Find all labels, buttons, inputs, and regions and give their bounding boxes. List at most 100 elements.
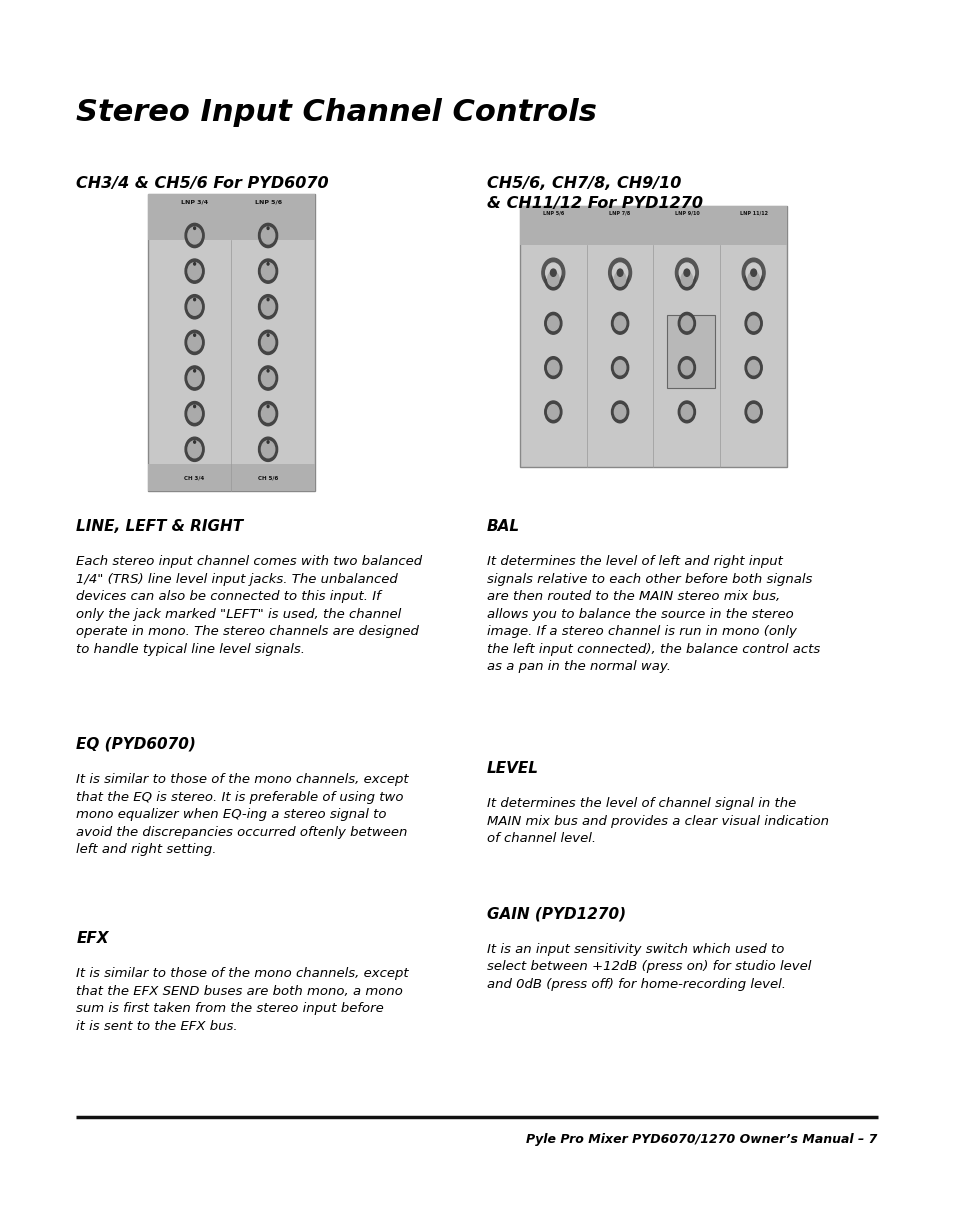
Circle shape xyxy=(744,313,761,335)
Text: LNP 3/4: LNP 3/4 xyxy=(181,200,208,205)
Circle shape xyxy=(193,441,195,444)
FancyBboxPatch shape xyxy=(519,206,786,245)
Text: LNP 11/12: LNP 11/12 xyxy=(739,211,767,216)
Circle shape xyxy=(188,405,201,422)
Text: It is similar to those of the mono channels, except
that the EQ is stereo. It is: It is similar to those of the mono chann… xyxy=(76,773,409,856)
Text: CH5/6, CH7/8, CH9/10
& CH11/12 For PYD1270: CH5/6, CH7/8, CH9/10 & CH11/12 For PYD12… xyxy=(486,176,701,211)
Text: Stereo Input Channel Controls: Stereo Input Channel Controls xyxy=(76,98,597,127)
Circle shape xyxy=(261,298,274,315)
Circle shape xyxy=(611,401,628,423)
Circle shape xyxy=(611,313,628,335)
Circle shape xyxy=(744,268,761,290)
Circle shape xyxy=(750,269,756,276)
Circle shape xyxy=(193,405,195,407)
Circle shape xyxy=(188,441,201,458)
Circle shape xyxy=(258,259,277,284)
Circle shape xyxy=(683,269,689,276)
Circle shape xyxy=(193,298,195,301)
Circle shape xyxy=(747,271,759,286)
Circle shape xyxy=(267,441,269,444)
Circle shape xyxy=(188,227,201,244)
Text: It determines the level of left and right input
signals relative to each other b: It determines the level of left and righ… xyxy=(486,555,819,673)
Circle shape xyxy=(547,405,558,419)
Circle shape xyxy=(267,370,269,372)
Text: BAL: BAL xyxy=(486,519,519,533)
FancyBboxPatch shape xyxy=(519,206,786,467)
Circle shape xyxy=(193,370,195,372)
Circle shape xyxy=(267,405,269,407)
Circle shape xyxy=(267,263,269,265)
Circle shape xyxy=(747,405,759,419)
Circle shape xyxy=(544,268,561,290)
Circle shape xyxy=(185,366,204,390)
Circle shape xyxy=(258,366,277,390)
Circle shape xyxy=(744,356,761,378)
Circle shape xyxy=(544,313,561,335)
Circle shape xyxy=(675,258,698,287)
Circle shape xyxy=(185,438,204,462)
Circle shape xyxy=(608,258,631,287)
Circle shape xyxy=(544,356,561,378)
Circle shape xyxy=(547,316,558,331)
Text: LNP 9/10: LNP 9/10 xyxy=(674,211,699,216)
Circle shape xyxy=(193,333,195,336)
Circle shape xyxy=(267,333,269,336)
Circle shape xyxy=(611,356,628,378)
Circle shape xyxy=(258,295,277,319)
FancyBboxPatch shape xyxy=(148,194,314,491)
Circle shape xyxy=(185,330,204,354)
Text: EFX: EFX xyxy=(76,931,109,945)
Text: CH3/4 & CH5/6 For PYD6070: CH3/4 & CH5/6 For PYD6070 xyxy=(76,176,329,190)
Text: It is similar to those of the mono channels, except
that the EFX SEND buses are : It is similar to those of the mono chann… xyxy=(76,967,409,1033)
Circle shape xyxy=(612,263,627,282)
Circle shape xyxy=(258,330,277,354)
Circle shape xyxy=(679,263,694,282)
Circle shape xyxy=(261,333,274,351)
Text: LNP 7/8: LNP 7/8 xyxy=(609,211,630,216)
Circle shape xyxy=(258,401,277,425)
Text: It determines the level of channel signal in the
MAIN mix bus and provides a cle: It determines the level of channel signa… xyxy=(486,797,827,846)
Circle shape xyxy=(261,405,274,422)
Text: CH 5/6: CH 5/6 xyxy=(257,475,278,480)
Circle shape xyxy=(614,271,625,286)
Circle shape xyxy=(261,370,274,387)
Circle shape xyxy=(261,441,274,458)
Circle shape xyxy=(185,259,204,284)
Circle shape xyxy=(614,360,625,375)
Text: LNP 5/6: LNP 5/6 xyxy=(542,211,563,216)
Circle shape xyxy=(267,227,269,229)
Circle shape xyxy=(188,263,201,280)
Text: Each stereo input channel comes with two balanced
1/4" (TRS) line level input ja: Each stereo input channel comes with two… xyxy=(76,555,422,656)
FancyBboxPatch shape xyxy=(666,315,714,388)
Circle shape xyxy=(614,316,625,331)
FancyBboxPatch shape xyxy=(148,464,314,491)
Circle shape xyxy=(741,258,764,287)
Circle shape xyxy=(185,401,204,425)
Circle shape xyxy=(680,271,692,286)
Circle shape xyxy=(678,356,695,378)
Circle shape xyxy=(193,263,195,265)
Circle shape xyxy=(258,223,277,247)
Circle shape xyxy=(747,360,759,375)
Circle shape xyxy=(747,316,759,331)
Circle shape xyxy=(745,263,760,282)
Circle shape xyxy=(547,271,558,286)
Circle shape xyxy=(678,401,695,423)
Text: LINE, LEFT & RIGHT: LINE, LEFT & RIGHT xyxy=(76,519,243,533)
Circle shape xyxy=(544,401,561,423)
Text: It is an input sensitivity switch which used to
select between +12dB (press on) : It is an input sensitivity switch which … xyxy=(486,943,810,991)
Circle shape xyxy=(678,313,695,335)
Circle shape xyxy=(678,268,695,290)
Circle shape xyxy=(680,405,692,419)
Text: LEVEL: LEVEL xyxy=(486,761,538,776)
Circle shape xyxy=(541,258,564,287)
Circle shape xyxy=(261,263,274,280)
Circle shape xyxy=(185,223,204,247)
Circle shape xyxy=(188,298,201,315)
Circle shape xyxy=(545,263,560,282)
Circle shape xyxy=(744,401,761,423)
Circle shape xyxy=(550,269,556,276)
Circle shape xyxy=(611,268,628,290)
Circle shape xyxy=(680,360,692,375)
Text: CH 3/4: CH 3/4 xyxy=(184,475,205,480)
